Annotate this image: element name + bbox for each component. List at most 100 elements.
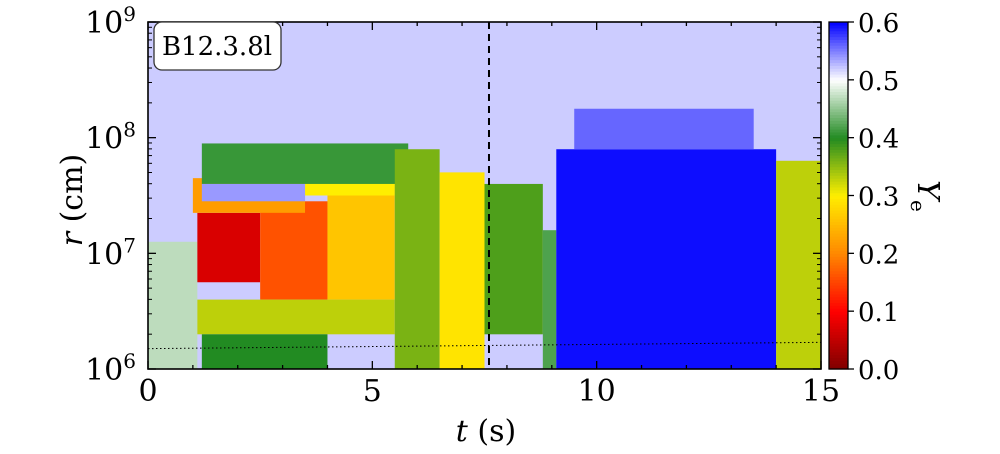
colorbar-swatch <box>829 342 848 347</box>
colorbar-swatch <box>829 215 848 220</box>
colorbar-swatch <box>829 186 848 191</box>
colorbar-swatch <box>829 233 848 237</box>
colorbar-swatch <box>829 114 848 119</box>
colorbar-swatch <box>829 62 848 66</box>
heatmap-cell <box>197 212 261 283</box>
colorbar-swatch <box>829 230 848 234</box>
colorbar-swatch <box>829 322 848 327</box>
colorbar-swatch <box>829 348 848 353</box>
colorbar-swatch <box>829 91 848 95</box>
colorbar-swatch <box>829 244 848 249</box>
colorbar-swatch <box>829 360 848 364</box>
heatmap-cell <box>542 230 557 369</box>
heatmap-cell <box>484 183 543 335</box>
overlay-lines <box>147 22 822 369</box>
colorbar-swatch <box>829 305 848 309</box>
colorbar-swatch <box>829 100 848 104</box>
colorbar-swatch <box>829 276 848 280</box>
colorbar-swatch <box>829 36 848 40</box>
colorbar-swatch <box>829 169 848 173</box>
y-axis: 106 107 108 109 <box>85 2 821 388</box>
colorbar-swatch <box>829 224 848 228</box>
colorbar-swatch <box>829 282 848 286</box>
colorbar-swatch <box>829 319 848 324</box>
colorbar-swatch <box>829 172 848 176</box>
colorbar-swatch <box>829 56 848 61</box>
colorbar-swatch <box>829 22 848 26</box>
y-tick-label: 107 <box>85 233 136 272</box>
heatmap-cell <box>776 160 821 369</box>
heatmap-cell <box>197 299 395 335</box>
y-tick-label: 106 <box>85 349 136 388</box>
colorbar-swatch <box>829 183 848 188</box>
colorbar-swatch <box>829 123 848 127</box>
colorbar-swatch <box>829 146 848 150</box>
colorbar-swatch <box>829 340 848 344</box>
heatmap-cell <box>556 149 777 369</box>
heatmap-cell <box>201 334 328 369</box>
colorbar-swatch <box>829 209 848 214</box>
colorbar-swatch <box>829 247 848 252</box>
colorbar-swatch <box>829 128 848 133</box>
colorbar-swatch <box>829 160 848 165</box>
colorbar-swatch <box>829 293 848 298</box>
colorbar-swatch <box>829 175 848 179</box>
colorbar: 0.0 0.1 0.2 0.3 0.4 0.5 0.6 <box>828 9 899 386</box>
colorbar-swatch <box>829 351 848 356</box>
heatmap-cell <box>439 172 485 369</box>
colorbar-swatch <box>829 117 848 121</box>
colorbar-swatch <box>829 94 848 98</box>
colorbar-swatch <box>829 207 848 211</box>
colorbar-swatch <box>829 24 848 29</box>
colorbar-swatch <box>829 65 848 69</box>
colorbar-tick-label: 0.6 <box>858 9 899 39</box>
colorbar-swatch <box>829 290 848 295</box>
colorbar-swatch <box>829 137 848 142</box>
colorbar-swatch <box>829 331 848 335</box>
colorbar-swatch <box>829 126 848 130</box>
colorbar-tick-label: 0.4 <box>858 125 899 155</box>
x-tick-label: 15 <box>802 374 840 409</box>
colorbar-swatch <box>829 134 848 139</box>
colorbar-title: Ye <box>906 180 945 212</box>
colorbar-swatch <box>829 105 848 110</box>
colorbar-swatch <box>829 221 848 226</box>
colorbar-swatch <box>829 74 848 78</box>
colorbar-swatch <box>829 201 848 205</box>
y-axis-title: r (cm) <box>55 154 90 247</box>
colorbar-swatch <box>829 181 848 185</box>
colorbar-swatch <box>829 166 848 171</box>
colorbar-swatch <box>829 308 848 312</box>
colorbar-swatch <box>829 267 848 272</box>
plot-frame <box>147 21 822 370</box>
colorbar-swatch <box>829 157 848 162</box>
colorbar-swatch <box>829 212 848 217</box>
colorbar-tick-label: 0.1 <box>858 298 899 328</box>
heatmap-cell <box>260 201 328 300</box>
colorbar-swatch <box>829 155 848 159</box>
colorbar-swatch <box>829 363 848 367</box>
colorbar-swatch <box>829 120 848 124</box>
colorbar-swatch <box>829 42 848 46</box>
colorbar-swatch <box>829 345 848 350</box>
colorbar-swatch <box>829 79 848 84</box>
colorbar-swatch <box>829 71 848 75</box>
colorbar-swatch <box>829 357 848 361</box>
colorbar-swatch <box>829 192 848 197</box>
colorbar-swatch <box>829 354 848 359</box>
y-tick-label: 108 <box>85 118 136 157</box>
colorbar-swatch <box>829 131 848 136</box>
colorbar-swatch <box>829 328 848 333</box>
colorbar-swatch <box>829 279 848 283</box>
heatmap-cell <box>148 241 198 369</box>
heatmap-cell <box>574 108 754 150</box>
annotation-box: B12.3.8l <box>153 21 282 71</box>
colorbar-swatch <box>829 82 848 87</box>
heatmap-cells <box>148 22 821 369</box>
colorbar-swatch <box>829 262 848 266</box>
colorbar-swatch <box>829 33 848 38</box>
heatmap-cell <box>201 183 306 202</box>
colorbar-swatch <box>829 238 848 243</box>
y-tick-label: 109 <box>85 2 136 41</box>
colorbar-tick-label: 0.3 <box>858 183 899 213</box>
